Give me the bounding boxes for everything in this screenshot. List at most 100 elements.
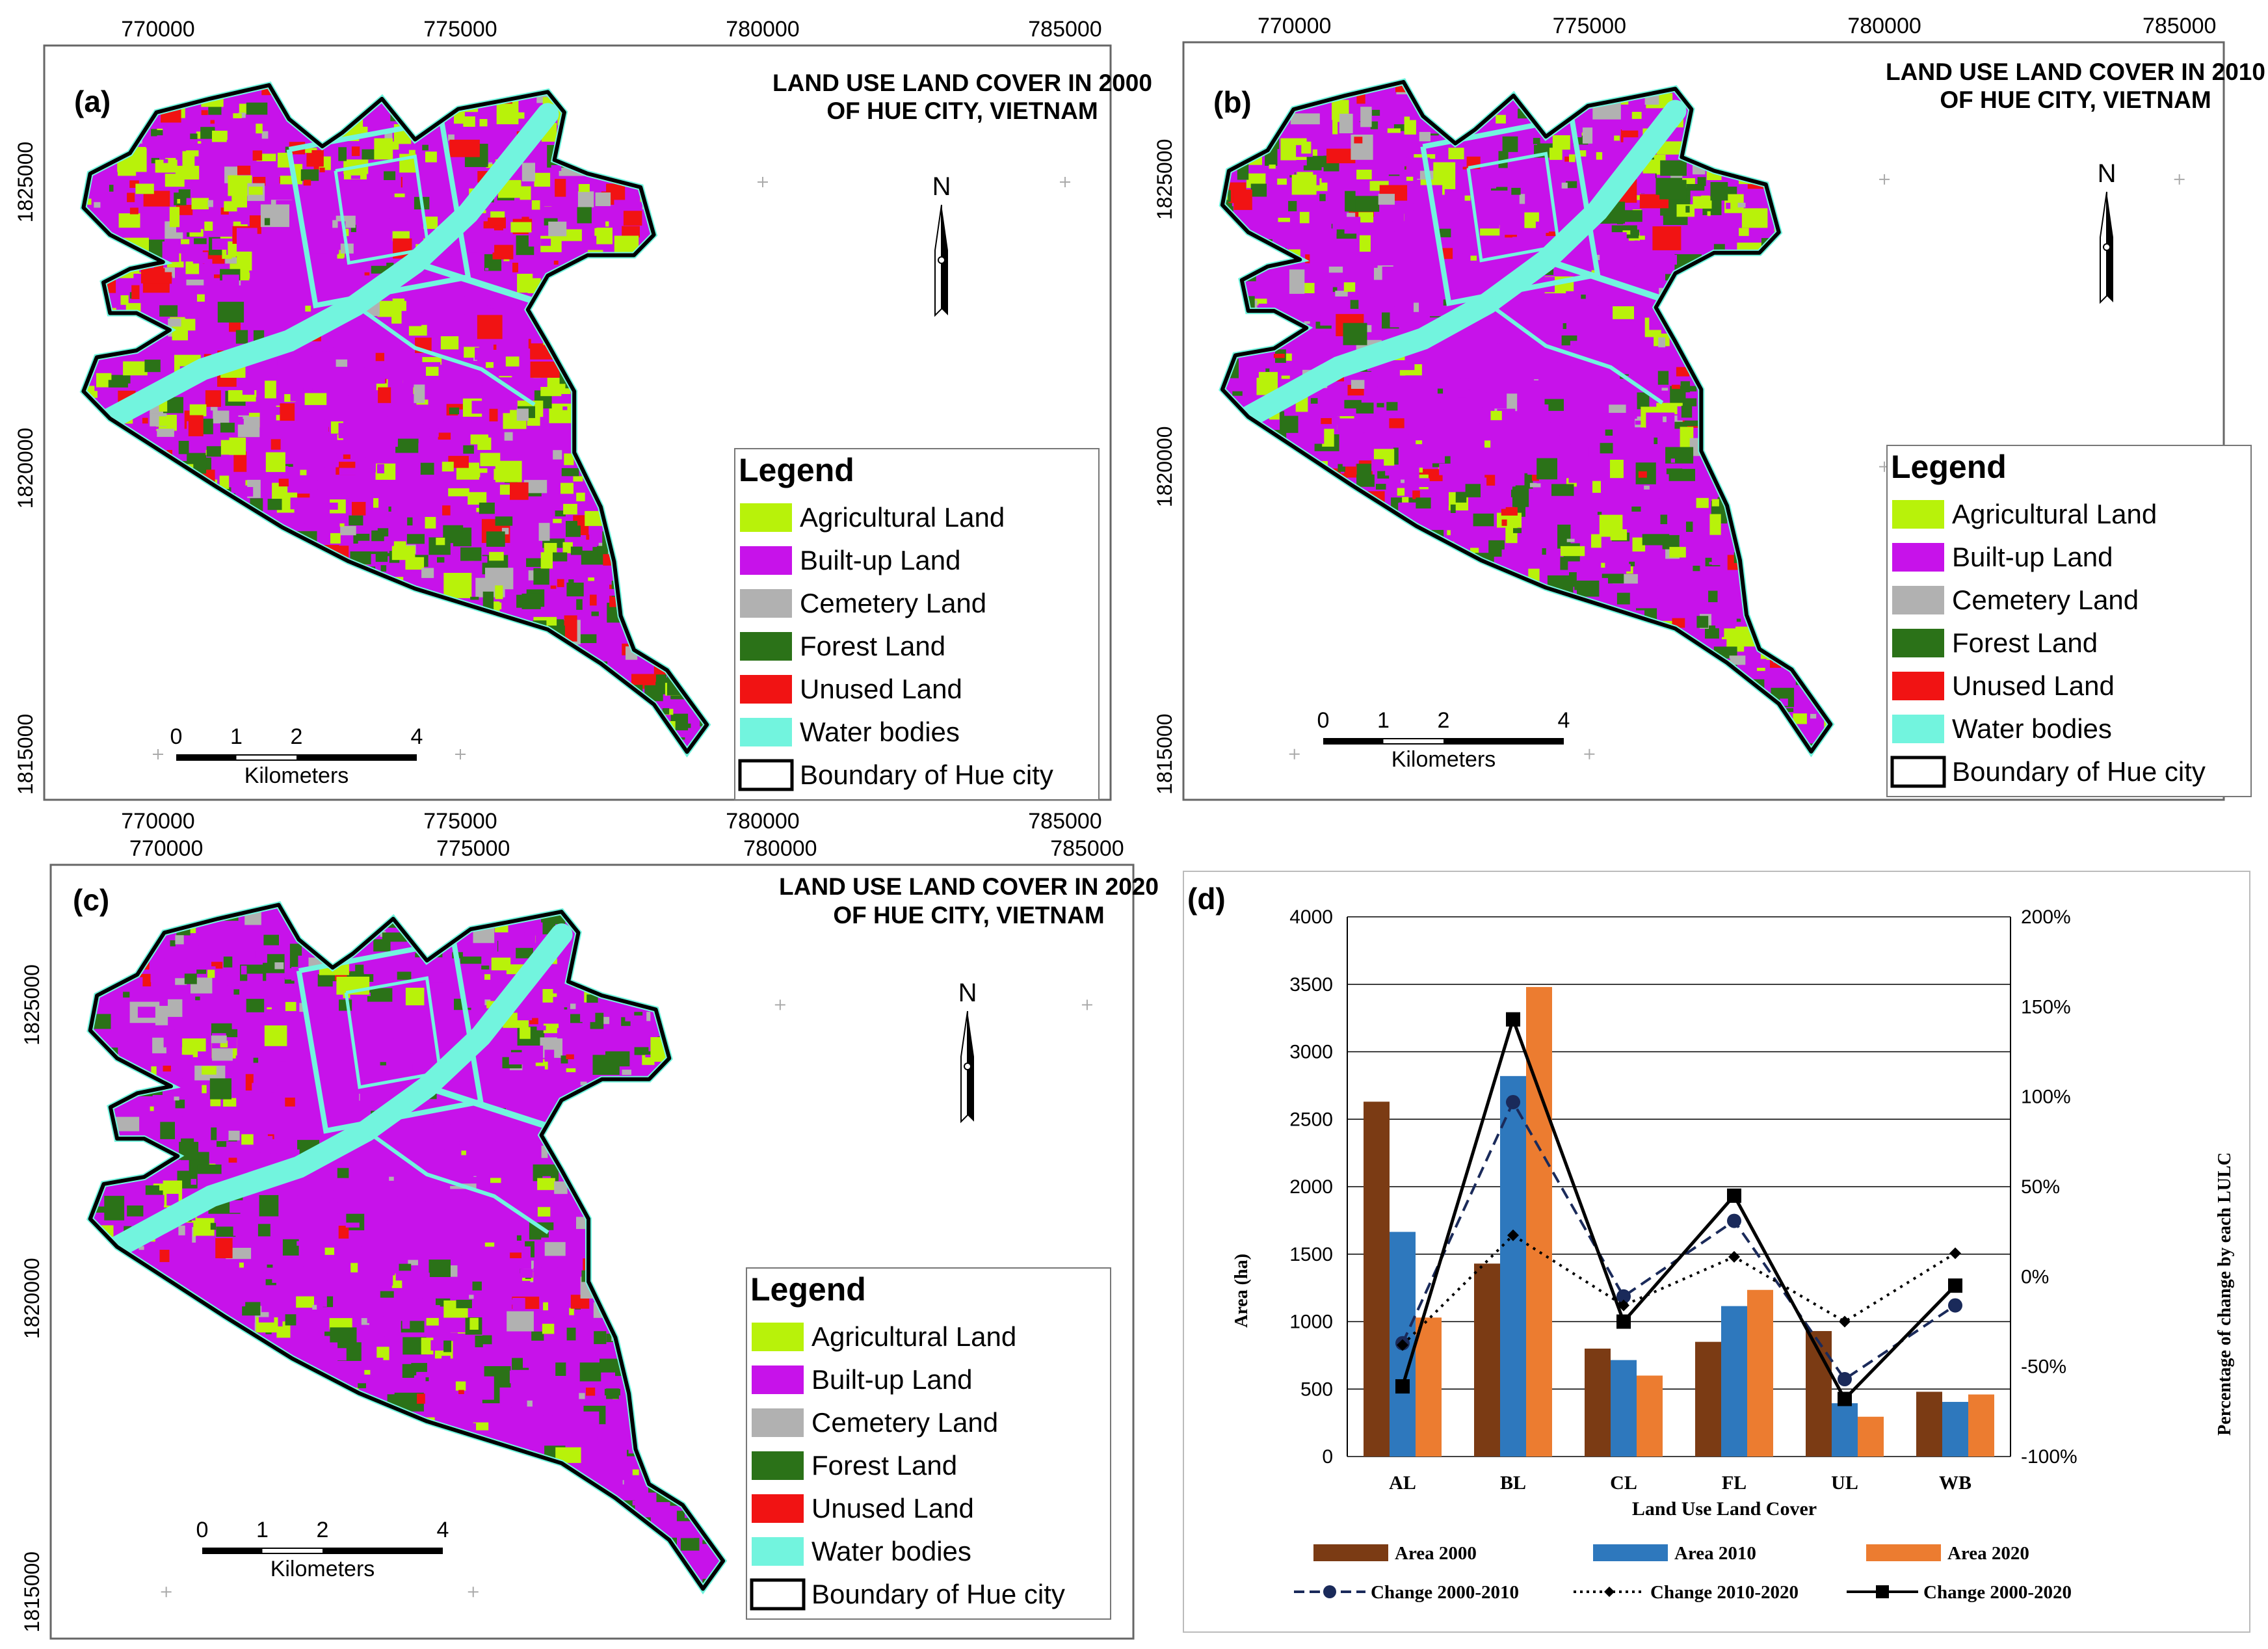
forest-patch <box>606 1388 619 1399</box>
forest-patch <box>233 989 239 994</box>
scale-tick-label: 4 <box>411 724 423 749</box>
builtup-patch <box>1603 348 1611 353</box>
builtup-patch <box>508 1269 520 1276</box>
forest-patch <box>1345 191 1356 212</box>
agricultural-patch <box>425 517 436 529</box>
legend-item-label: Unused Land <box>1952 670 2115 701</box>
scale-tick-label: 2 <box>291 724 303 749</box>
agricultural-patch <box>579 184 590 192</box>
cemetery-patch <box>1419 132 1431 141</box>
agricultural-patch <box>553 519 562 523</box>
builtup-patch <box>1566 291 1581 311</box>
legend-swatch <box>1892 586 1944 614</box>
legend-title: Legend <box>739 452 854 488</box>
builtup-patch <box>1512 237 1525 249</box>
builtup-patch <box>205 259 213 266</box>
builtup-patch <box>511 1157 533 1166</box>
builtup-patch <box>472 401 484 414</box>
builtup-patch <box>302 372 322 389</box>
builtup-patch <box>1310 429 1324 444</box>
agricultural-patch <box>202 1066 217 1075</box>
builtup-patch <box>1443 475 1466 492</box>
agricultural-patch <box>1388 128 1401 133</box>
builtup-patch <box>291 1213 294 1217</box>
panel-tag: (b) <box>1213 85 1252 119</box>
builtup-patch <box>382 1360 399 1368</box>
builtup-patch <box>500 1217 507 1220</box>
agricultural-patch <box>1496 115 1506 124</box>
forest-patch <box>437 557 444 562</box>
agricultural-patch <box>223 1098 236 1107</box>
builtup-patch <box>127 1029 145 1041</box>
unused-patch <box>1354 137 1362 143</box>
map-title-line2: OF HUE CITY, VIETNAM <box>826 98 1098 124</box>
builtup-patch <box>1399 322 1410 331</box>
forest-patch <box>475 1336 483 1347</box>
forest-patch <box>634 1012 642 1016</box>
builtup-patch <box>359 371 386 384</box>
agricultural-patch <box>1406 177 1413 181</box>
builtup-patch <box>331 1012 343 1022</box>
builtup-patch <box>351 176 360 179</box>
builtup-patch <box>321 1196 327 1204</box>
unused-patch <box>163 1066 171 1072</box>
unused-patch <box>557 579 564 587</box>
builtup-patch <box>542 165 546 170</box>
builtup-patch <box>490 238 495 243</box>
forest-patch <box>1577 581 1599 597</box>
cemetery-patch <box>211 1036 227 1044</box>
legend-item-label: Forest Land <box>1952 627 2098 658</box>
builtup-patch <box>418 443 440 460</box>
agricultural-patch <box>330 533 341 544</box>
cemetery-patch <box>1644 486 1650 490</box>
builtup-patch <box>365 1284 379 1300</box>
forest-patch <box>1343 323 1367 345</box>
agricultural-patch <box>537 1178 555 1191</box>
legend-item-label: Water bodies <box>800 717 960 747</box>
builtup-patch <box>472 300 487 314</box>
forest-patch <box>1353 196 1379 211</box>
builtup-patch <box>280 1131 296 1148</box>
builtup-patch <box>429 429 438 437</box>
agricultural-patch <box>1447 530 1451 535</box>
forest-patch <box>263 935 279 945</box>
scale-tick-label: 0 <box>170 724 183 749</box>
forest-patch <box>179 441 189 454</box>
scale-tick-label: 0 <box>1317 708 1330 733</box>
builtup-patch <box>352 1234 356 1237</box>
forest-patch <box>151 129 157 136</box>
legend-item-label: Built-up Land <box>800 545 961 575</box>
x-tick-label: 780000 <box>726 17 799 42</box>
builtup-patch <box>1366 304 1377 314</box>
builtup-patch <box>315 999 323 1013</box>
builtup-patch <box>1460 360 1479 379</box>
unused-patch <box>590 595 597 606</box>
forest-patch <box>685 1546 689 1551</box>
unused-patch <box>378 388 391 403</box>
builtup-patch <box>1489 488 1505 509</box>
builtup-patch <box>1412 386 1430 410</box>
builtup-patch <box>1557 359 1561 362</box>
forest-patch <box>1687 184 1705 191</box>
builtup-patch <box>354 234 362 245</box>
agricultural-patch <box>1300 212 1310 223</box>
agricultural-patch <box>477 508 480 512</box>
cemetery-patch <box>527 1401 533 1406</box>
forest-patch <box>592 612 599 616</box>
builtup-patch <box>176 220 201 232</box>
unused-patch <box>494 225 503 230</box>
builtup-patch <box>1616 564 1630 571</box>
unused-patch <box>141 268 165 283</box>
builtup-patch <box>296 526 300 531</box>
agricultural-patch <box>204 222 213 231</box>
builtup-patch <box>264 1104 276 1110</box>
forest-patch <box>224 956 233 968</box>
builtup-patch <box>1419 235 1429 243</box>
builtup-patch <box>271 1088 274 1092</box>
builtup-patch <box>314 1037 323 1053</box>
builtup-patch <box>243 382 254 395</box>
builtup-patch <box>377 464 384 473</box>
legend-item-label: Agricultural Land <box>800 502 1005 533</box>
builtup-patch <box>334 1091 363 1103</box>
